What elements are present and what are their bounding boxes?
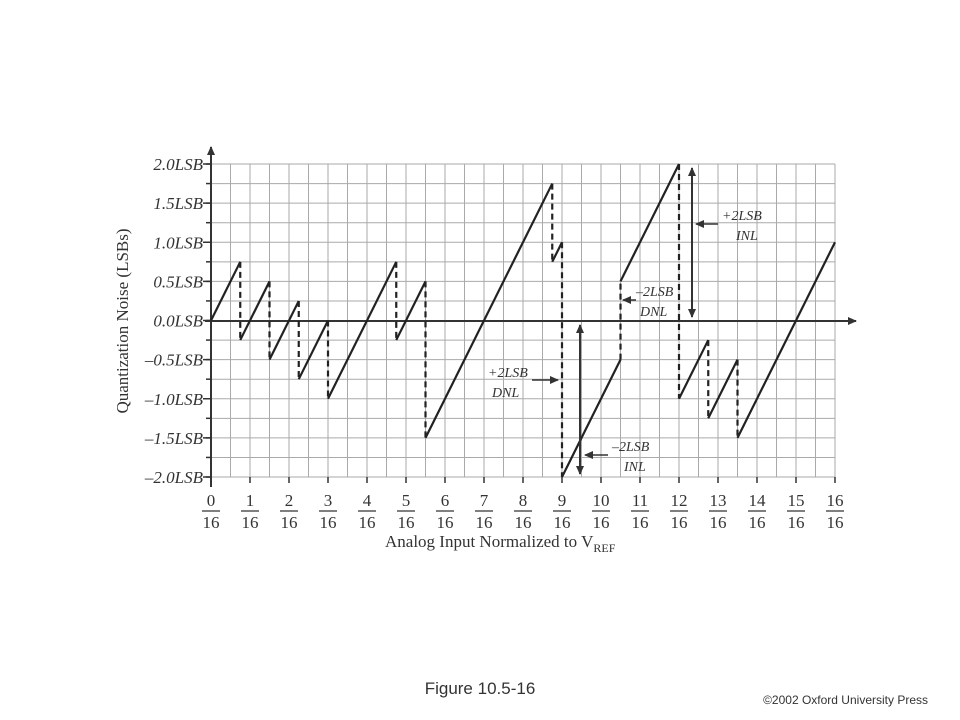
x-tick-label: 4 bbox=[363, 491, 372, 510]
line-segment bbox=[239, 280, 271, 341]
annotation: INL bbox=[623, 460, 646, 475]
x-tick-denominator: 16 bbox=[593, 513, 610, 532]
x-axis-label-main: Analog Input Normalized to V bbox=[385, 532, 594, 551]
line-segment bbox=[736, 241, 836, 439]
line-segment bbox=[551, 241, 563, 263]
y-tick-label: –1.0LSB bbox=[144, 390, 204, 409]
line-segment bbox=[424, 183, 554, 439]
line-segment bbox=[619, 163, 680, 282]
x-tick-denominator: 16 bbox=[554, 513, 571, 532]
y-tick-label: 0.0LSB bbox=[153, 312, 203, 331]
y-tick-label: 2.0LSB bbox=[153, 155, 203, 174]
x-axis-label-sub: REF bbox=[593, 541, 615, 555]
x-tick-denominator: 16 bbox=[242, 513, 259, 532]
x-tick-label: 12 bbox=[671, 491, 688, 510]
x-tick-label: 3 bbox=[324, 491, 333, 510]
annotation: INL bbox=[735, 229, 758, 244]
x-tick-label: 11 bbox=[632, 491, 648, 510]
x-tick-label: 15 bbox=[788, 491, 805, 510]
y-tick-label: 0.5LSB bbox=[153, 272, 203, 291]
x-tick-denominator: 16 bbox=[671, 513, 688, 532]
y-tick-label: 1.0LSB bbox=[153, 233, 203, 252]
x-tick-denominator: 16 bbox=[476, 513, 493, 532]
x-tick-label: 14 bbox=[749, 491, 767, 510]
annotation: +2LSB bbox=[488, 366, 528, 381]
x-tick-denominator: 16 bbox=[320, 513, 337, 532]
line-segment bbox=[210, 261, 242, 321]
x-tick-denominator: 16 bbox=[710, 513, 727, 532]
x-tick-denominator: 16 bbox=[359, 513, 376, 532]
x-tick-denominator: 16 bbox=[632, 513, 649, 532]
x-axis-label: Analog Input Normalized to VREF bbox=[385, 532, 616, 555]
annotation: –2LSB bbox=[635, 285, 674, 300]
x-tick-label: 7 bbox=[480, 491, 489, 510]
line-segment bbox=[327, 261, 398, 400]
y-tick-label: –0.5LSB bbox=[144, 351, 204, 370]
line-segment bbox=[297, 320, 329, 380]
x-tick-label: 6 bbox=[441, 491, 450, 510]
x-tick-denominator: 16 bbox=[437, 513, 454, 532]
annotation: DNL bbox=[639, 305, 667, 320]
x-tick-denominator: 16 bbox=[281, 513, 298, 532]
x-tick-denominator: 16 bbox=[203, 513, 220, 532]
axes bbox=[205, 146, 857, 487]
copyright: ©2002 Oxford University Press bbox=[763, 693, 928, 707]
x-tick-denominator: 16 bbox=[398, 513, 415, 532]
y-tick-label: –2.0LSB bbox=[144, 468, 204, 487]
x-tick-label: 0 bbox=[207, 491, 216, 510]
x-tick-label: 5 bbox=[402, 491, 411, 510]
x-tick-label: 2 bbox=[285, 491, 294, 510]
x-tick-label: 9 bbox=[558, 491, 567, 510]
line-segment bbox=[561, 359, 622, 478]
line-segment bbox=[678, 339, 710, 400]
y-tick-label: –1.5LSB bbox=[144, 429, 204, 448]
line-segment bbox=[268, 300, 300, 361]
x-tick-label: 1 bbox=[246, 491, 255, 510]
annotation-arrows bbox=[532, 167, 718, 475]
x-tick-denominator: 16 bbox=[749, 513, 766, 532]
y-tick-label: 1.5LSB bbox=[153, 194, 203, 213]
plot bbox=[210, 163, 836, 478]
annotation: –2LSB bbox=[611, 440, 650, 455]
line-segment bbox=[395, 280, 427, 341]
x-tick-denominator: 16 bbox=[515, 513, 532, 532]
line-segment bbox=[707, 359, 739, 419]
caption: Figure 10.5-16 bbox=[425, 679, 536, 698]
annotation: DNL bbox=[491, 386, 519, 401]
annotation: +2LSB bbox=[722, 209, 762, 224]
x-tick-label: 8 bbox=[519, 491, 528, 510]
x-tick-denominator: 16 bbox=[827, 513, 844, 532]
x-tick-denominator: 16 bbox=[788, 513, 805, 532]
y-axis-label: Quantization Noise (LSBs) bbox=[113, 228, 132, 413]
x-tick-label: 13 bbox=[710, 491, 727, 510]
x-tick-label: 16 bbox=[827, 491, 844, 510]
x-tick-label: 10 bbox=[593, 491, 610, 510]
